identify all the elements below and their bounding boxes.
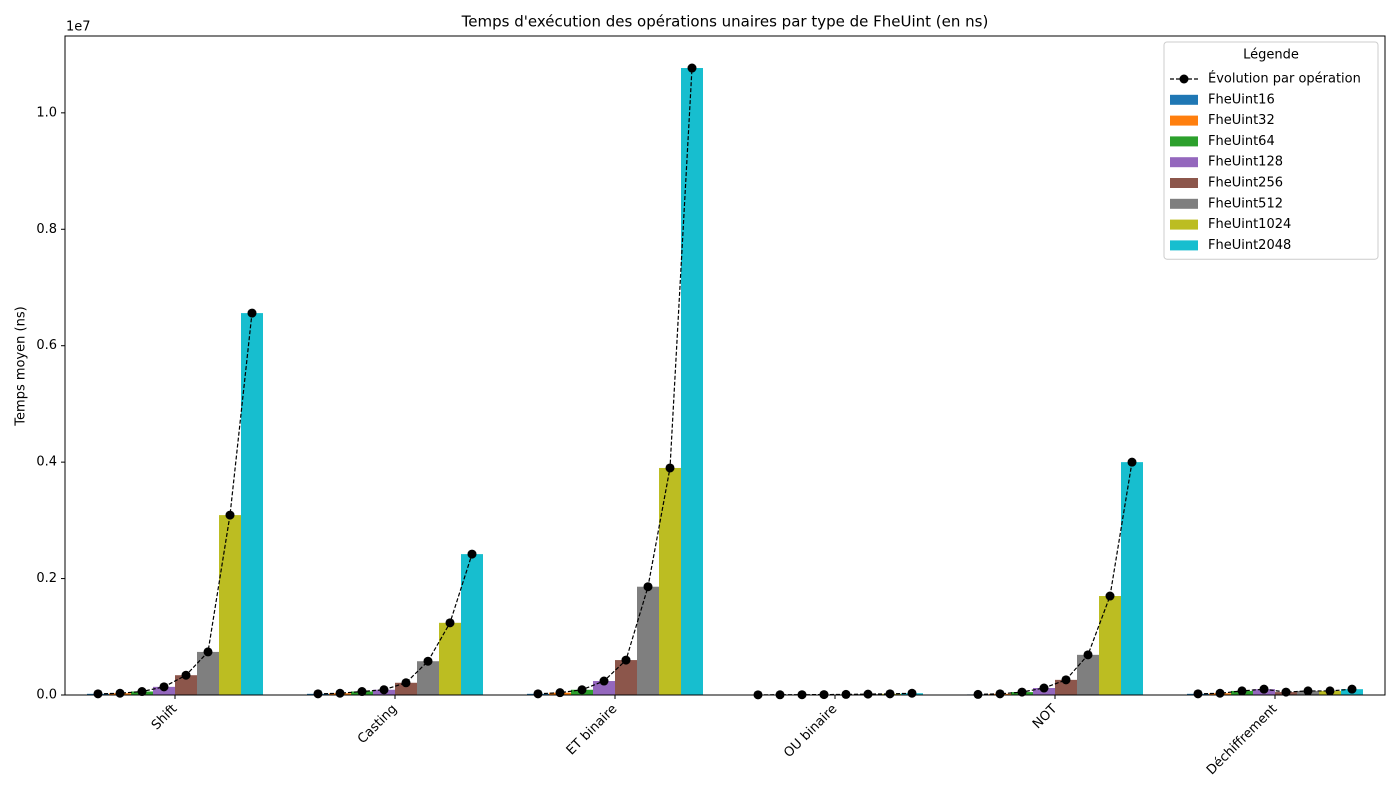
trend-point xyxy=(159,682,169,692)
bar xyxy=(1077,654,1099,695)
y-axis-label: Temps moyen (ns) xyxy=(14,306,29,426)
trend-point xyxy=(1083,650,1093,660)
trend-point xyxy=(137,687,147,697)
bar xyxy=(681,68,703,695)
trend-point xyxy=(379,685,389,695)
legend-label: FheUint32 xyxy=(1208,113,1275,128)
trend-point xyxy=(1325,686,1335,696)
trend-point xyxy=(665,463,675,473)
legend-label: FheUint1024 xyxy=(1208,217,1291,232)
bar xyxy=(615,660,637,695)
bar xyxy=(219,515,241,695)
legend-swatch xyxy=(1170,157,1198,168)
x-tick-label: NOT xyxy=(1030,702,1060,732)
legend-label: Évolution par opération xyxy=(1208,71,1361,87)
y-tick-label: 0.0 xyxy=(36,688,57,703)
trend-point xyxy=(335,688,345,698)
legend-label: FheUint256 xyxy=(1208,176,1283,191)
x-tick-label: OU binaire xyxy=(781,702,840,761)
y-tick-label: 0.4 xyxy=(36,455,57,470)
trend-point xyxy=(1259,684,1269,694)
trend-point xyxy=(1237,686,1247,696)
trend-point xyxy=(1281,687,1291,697)
trend-point xyxy=(115,688,125,698)
trend-point xyxy=(687,63,697,73)
legend-swatch xyxy=(1170,94,1198,105)
bar xyxy=(175,675,197,695)
legend-label: FheUint16 xyxy=(1208,92,1275,107)
trend-point xyxy=(995,689,1005,699)
trend-point xyxy=(1347,684,1357,694)
trend-point xyxy=(907,688,917,698)
trend-point xyxy=(357,687,367,697)
legend-label: FheUint2048 xyxy=(1208,238,1291,253)
bar xyxy=(417,661,439,695)
bar xyxy=(1055,679,1077,695)
chart-title: Temps d'exécution des opérations unaires… xyxy=(461,13,989,31)
trend-point xyxy=(577,685,587,695)
bar xyxy=(1099,596,1121,695)
legend-swatch xyxy=(1170,178,1198,188)
trend-point xyxy=(247,308,257,318)
legend-swatch xyxy=(1170,219,1198,230)
trend-point xyxy=(1193,689,1203,699)
y-tick-label: 0.6 xyxy=(36,338,57,353)
bar xyxy=(439,622,461,695)
trend-point xyxy=(203,647,213,657)
bar xyxy=(197,651,219,695)
bar xyxy=(593,681,615,695)
x-tick-label: Casting xyxy=(355,702,400,747)
trend-point xyxy=(973,689,983,699)
legend-label: FheUint512 xyxy=(1208,196,1283,211)
trend-point xyxy=(1105,591,1115,601)
legend-title: Légende xyxy=(1243,48,1299,63)
trend-point xyxy=(533,689,543,699)
trend-point xyxy=(1039,683,1049,693)
trend-point xyxy=(225,510,235,520)
bar xyxy=(1121,462,1143,695)
trend-point xyxy=(841,689,851,699)
legend-marker xyxy=(1179,74,1189,84)
trend-point xyxy=(885,689,895,699)
trend-point xyxy=(181,670,191,680)
bar xyxy=(461,554,483,695)
legend-label: FheUint64 xyxy=(1208,134,1275,149)
trend-point xyxy=(401,678,411,688)
y-tick-label: 1.0 xyxy=(36,105,57,120)
trend-point xyxy=(313,689,323,699)
legend-swatch xyxy=(1170,198,1198,209)
legend-swatch xyxy=(1170,115,1198,126)
bar xyxy=(241,313,263,695)
legend-swatch xyxy=(1170,240,1198,251)
trend-point xyxy=(1303,686,1313,696)
trend-point xyxy=(863,689,873,699)
bar xyxy=(395,682,417,695)
trend-point xyxy=(555,688,565,698)
legend-label: FheUint128 xyxy=(1208,155,1283,170)
plot-frame xyxy=(64,35,1386,696)
legend-box xyxy=(1163,41,1379,260)
bar xyxy=(659,467,681,695)
trend-point xyxy=(1017,687,1027,697)
bar xyxy=(637,586,659,695)
x-tick-label: Shift xyxy=(149,702,181,734)
trend-point xyxy=(423,656,433,666)
trend-point xyxy=(643,582,653,592)
trend-point xyxy=(445,618,455,628)
x-tick-label: Déchiffrement xyxy=(1204,702,1280,778)
y-tick-label: 0.8 xyxy=(36,222,57,237)
y-tick-label: 0.2 xyxy=(36,571,57,586)
trend-point xyxy=(467,549,477,559)
legend-swatch xyxy=(1170,136,1198,147)
trend-point xyxy=(1215,688,1225,698)
trend-point xyxy=(93,689,103,699)
trend-point xyxy=(599,676,609,686)
x-tick-label: ET binaire xyxy=(564,702,621,759)
trend-point xyxy=(1127,457,1137,467)
trend-point xyxy=(621,655,631,665)
y-offset-label: 1e7 xyxy=(66,20,91,35)
trend-point xyxy=(1061,675,1071,685)
